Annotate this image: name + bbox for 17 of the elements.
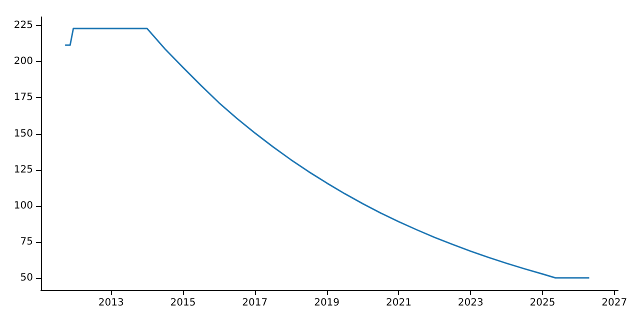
y-tick-label: 75 bbox=[20, 236, 33, 248]
y-tick-label: 100 bbox=[14, 200, 33, 212]
x-tick-label: 2025 bbox=[530, 298, 556, 308]
y-tick-label: 225 bbox=[14, 20, 33, 32]
y-tick-label: 125 bbox=[14, 164, 33, 176]
y-tick-label: 50 bbox=[20, 272, 33, 284]
x-tick-label: 2015 bbox=[170, 298, 196, 308]
x-tick-label: 2021 bbox=[386, 298, 412, 308]
line-series bbox=[64, 28, 590, 279]
y-tick-label: 150 bbox=[14, 128, 33, 140]
x-tick-label: 2017 bbox=[242, 298, 268, 308]
x-tick-label: 2019 bbox=[314, 298, 340, 308]
y-tick-label: 175 bbox=[14, 92, 33, 104]
y-tick-label: 200 bbox=[14, 56, 33, 68]
x-tick-label: 2027 bbox=[602, 298, 628, 308]
x-tick-label: 2023 bbox=[458, 298, 484, 308]
x-tick-label: 2013 bbox=[98, 298, 124, 308]
